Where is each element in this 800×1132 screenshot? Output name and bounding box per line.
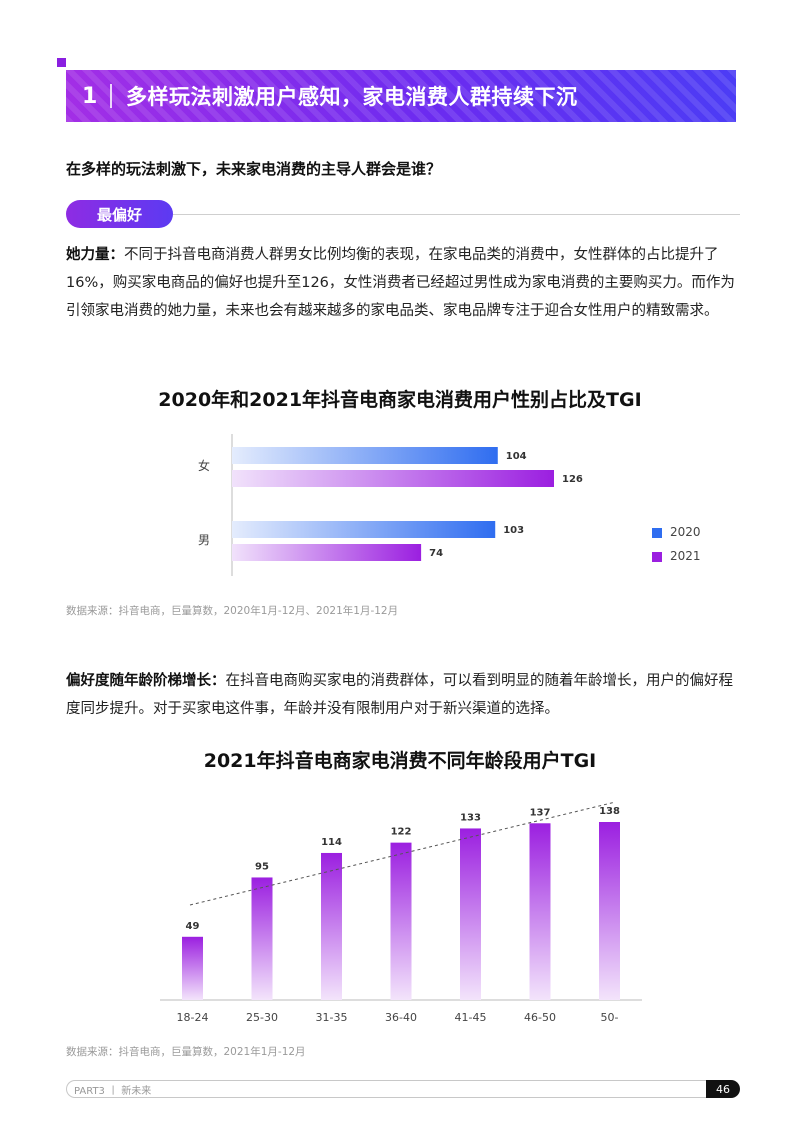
category-label: 50- xyxy=(601,1011,619,1024)
category-label: 25-30 xyxy=(246,1011,278,1024)
section-number: 1 xyxy=(82,83,98,109)
bar-31-35 xyxy=(321,852,342,1000)
bar-value-label: 133 xyxy=(460,812,481,823)
section-title: 多样玩法刺激用户感知，家电消费人群持续下沉 xyxy=(126,85,578,109)
category-label: 41-45 xyxy=(455,1011,487,1024)
bar-25-30 xyxy=(251,877,273,1000)
data-source-2: 数据来源：抖音电商，巨量算数，2021年1月-12月 xyxy=(66,1046,306,1058)
bar-value-label: 137 xyxy=(530,807,551,818)
bar-value-label: 104 xyxy=(506,451,527,462)
chart1-title: 2020年和2021年抖音电商家电消费用户性别占比及TGI xyxy=(158,389,642,411)
bar-50- xyxy=(599,822,620,1000)
footer-part-label: PART3 丨 新未来 xyxy=(74,1086,152,1097)
legend-label-2021: 2021 xyxy=(670,549,701,563)
paragraph-body: 在抖音电商购买家电的消费群体，可以看到明显的随着年龄增长，用户的偏好程度同步提升… xyxy=(66,673,733,717)
section-banner: 1 多样玩法刺激用户感知，家电消费人群持续下沉 xyxy=(66,70,736,122)
bar-value-label: 103 xyxy=(503,525,524,536)
category-label: 女 xyxy=(198,458,210,473)
bar-36-40 xyxy=(390,842,412,1000)
bar-value-label: 122 xyxy=(391,827,412,838)
chart2-title: 2021年抖音电商家电消费不同年龄段用户TGI xyxy=(203,750,597,772)
tag-divider xyxy=(173,214,740,215)
data-source-1: 数据来源：抖音电商，巨量算数，2020年1月-12月、2021年1月-12月 xyxy=(66,605,399,617)
bar-value-label: 95 xyxy=(255,861,269,872)
page-number: 46 xyxy=(706,1080,740,1098)
legend-swatch-2021 xyxy=(652,552,662,562)
category-label: 18-24 xyxy=(177,1011,209,1024)
corner-accent xyxy=(57,58,66,67)
category-label: 男 xyxy=(198,533,210,547)
bar-46-50 xyxy=(529,823,551,1000)
paragraph-female-power: 她力量：不同于抖音电商消费人群男女比例均衡的表现，在家电品类的消费中，女性群体的… xyxy=(66,241,740,325)
category-label: 46-50 xyxy=(524,1011,556,1024)
legend-label-2020: 2020 xyxy=(670,525,701,539)
question-heading: 在多样的玩法刺激下，未来家电消费的主导人群会是谁？ xyxy=(66,160,442,178)
bar-18-24 xyxy=(182,936,203,1000)
paragraph-lead: 偏好度随年龄阶梯增长： xyxy=(66,673,226,689)
bar-value-label: 138 xyxy=(599,806,620,817)
age-tgi-chart: 49 18-24 95 25-30 114 31-35 122 36-40 133 41-45 13… xyxy=(160,801,642,1024)
bar-2020-1 xyxy=(232,521,496,538)
bar-2020-0 xyxy=(232,447,498,464)
banner-divider xyxy=(110,84,112,108)
paragraph-lead: 她力量： xyxy=(66,247,124,263)
category-label: 31-35 xyxy=(316,1011,348,1024)
bar-value-label: 74 xyxy=(429,548,443,559)
bar-2021-0 xyxy=(232,470,554,487)
bar-value-label: 126 xyxy=(562,474,583,485)
bar-41-45 xyxy=(460,828,481,1000)
bar-value-label: 49 xyxy=(186,921,200,932)
paragraph-body: 不同于抖音电商消费人群男女比例均衡的表现，在家电品类的消费中，女性群体的占比提升… xyxy=(66,247,735,319)
bar-value-label: 114 xyxy=(321,837,342,848)
footer-frame xyxy=(66,1080,706,1098)
tag-pill: 最偏好 xyxy=(66,200,173,228)
trend-line xyxy=(189,801,616,906)
bar-2021-1 xyxy=(232,544,422,561)
paragraph-age-preference: 偏好度随年龄阶梯增长：在抖音电商购买家电的消费群体，可以看到明显的随着年龄增长，… xyxy=(66,667,740,723)
legend-swatch-2020 xyxy=(652,528,662,538)
category-label: 36-40 xyxy=(385,1011,417,1024)
gender-tgi-chart: 女 104 126 男 103 74 xyxy=(198,434,583,576)
page-footer: PART3 丨 新未来 46 xyxy=(66,1080,740,1098)
